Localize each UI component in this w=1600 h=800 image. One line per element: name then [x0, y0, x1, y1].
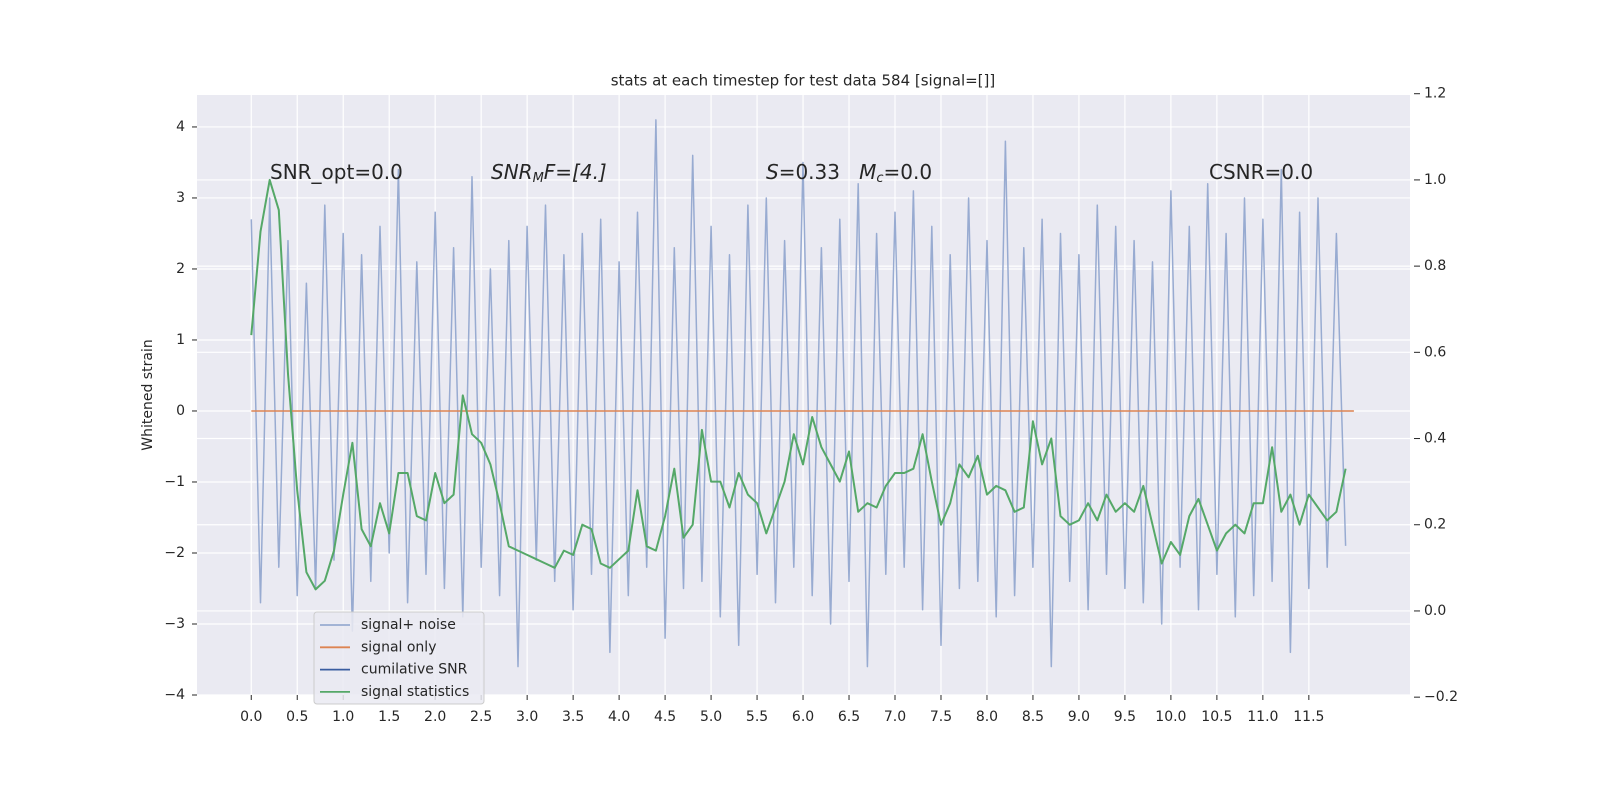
- x-tick-label: 4.5: [654, 709, 676, 725]
- y-tick-label: 0: [176, 403, 185, 419]
- annotation-part: F=[4.]: [544, 160, 607, 184]
- y-tick-label: −1: [164, 474, 185, 490]
- annotation: SNR_opt=0.0: [270, 160, 403, 184]
- x-tick-label: 2.5: [470, 709, 492, 725]
- x-tick-label: 6.0: [792, 709, 814, 725]
- x-tick-label: 7.5: [930, 709, 952, 725]
- x-tick-label: 5.5: [746, 709, 768, 725]
- x-tick-label: 5.0: [700, 709, 722, 725]
- x-tick-label: 10.0: [1155, 709, 1186, 725]
- marks: [250, 119, 1354, 668]
- x-tick-label: 3.5: [562, 709, 584, 725]
- x-tick-label: 9.0: [1068, 709, 1090, 725]
- series-line: [250, 178, 1347, 591]
- annotation-part: M: [859, 160, 876, 184]
- y-tick-label: 1: [176, 332, 185, 348]
- annotation-part: =0.33: [779, 160, 859, 184]
- y2-tick-label: 0.0: [1424, 603, 1446, 619]
- y-tick-label: 2: [176, 261, 185, 277]
- x-tick-label: 4.0: [608, 709, 630, 725]
- legend-label: signal+ noise: [361, 617, 456, 633]
- x-tick-label: 2.0: [424, 709, 446, 725]
- annotation-part: S: [766, 160, 779, 184]
- series-line: [250, 119, 1347, 668]
- annotation: CSNR=0.0: [1209, 160, 1313, 184]
- x-tick-label: 11.5: [1293, 709, 1324, 725]
- x-tick-label: 7.0: [884, 709, 906, 725]
- y2-tick-label: 0.6: [1424, 344, 1446, 360]
- y-tick-label: −2: [164, 545, 185, 561]
- x-tick-label: 1.5: [378, 709, 400, 725]
- y2-tick-label: 1.2: [1424, 86, 1446, 102]
- legend-label: cumilative SNR: [361, 662, 468, 678]
- legend-label: signal statistics: [361, 684, 469, 700]
- y2-tick-label: 1.0: [1424, 172, 1446, 188]
- y2-tick-label: 0.2: [1424, 517, 1446, 533]
- x-tick-label: 0.5: [286, 709, 308, 725]
- x-tick-label: 8.0: [976, 709, 998, 725]
- annotation: S=0.33 Mc=0.0: [766, 160, 932, 186]
- x-tick-label: 0.0: [240, 709, 262, 725]
- y-tick-label: −3: [164, 616, 185, 632]
- x-tick-label: 9.5: [1114, 709, 1136, 725]
- x-tick-label: 10.5: [1201, 709, 1232, 725]
- legend-label: signal only: [361, 639, 436, 655]
- x-tick-label: 1.0: [332, 709, 354, 725]
- annotation-part: SNR: [491, 160, 533, 184]
- legend-box: [313, 611, 485, 705]
- x-tick-label: 6.5: [838, 709, 860, 725]
- y2-tick-label: −0.2: [1424, 689, 1458, 705]
- annotation-part: =0.0: [884, 160, 933, 184]
- x-tick-label: 8.5: [1022, 709, 1044, 725]
- y-tick-label: 4: [176, 119, 185, 135]
- chart-title: stats at each timestep for test data 584…: [611, 72, 996, 90]
- annotation-part: CSNR=0.0: [1209, 160, 1313, 184]
- y2-tick-label: 0.8: [1424, 258, 1446, 274]
- x-tick-label: 11.0: [1247, 709, 1278, 725]
- y-axis-label: Whitened strain: [140, 339, 156, 450]
- annotation-part: SNR_opt=0.0: [270, 160, 403, 184]
- y-tick-label: 3: [176, 190, 185, 206]
- annotation-part: M: [533, 171, 544, 186]
- annotation-part: c: [876, 171, 883, 186]
- y-tick-label: −4: [164, 687, 185, 703]
- x-tick-label: 3.0: [516, 709, 538, 725]
- y2-tick-label: 0.4: [1424, 431, 1446, 447]
- annotation: SNRMF=[4.]: [491, 160, 607, 186]
